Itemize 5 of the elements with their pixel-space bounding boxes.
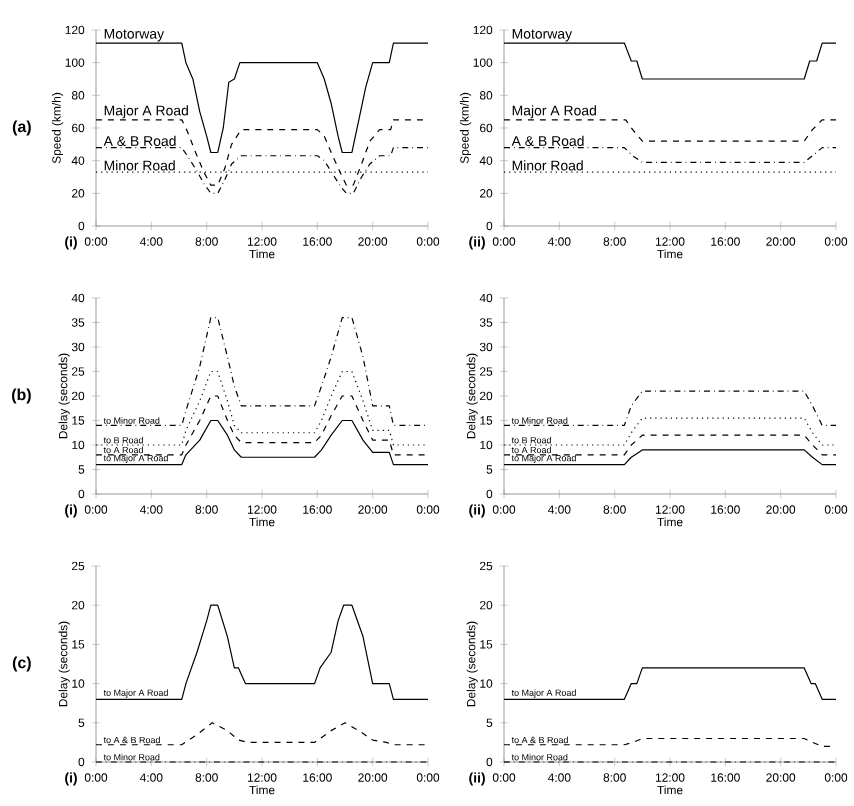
line-series <box>95 42 429 154</box>
line-series <box>95 119 429 186</box>
line-series <box>95 604 429 700</box>
line-series <box>95 722 429 746</box>
line-series <box>95 317 429 426</box>
